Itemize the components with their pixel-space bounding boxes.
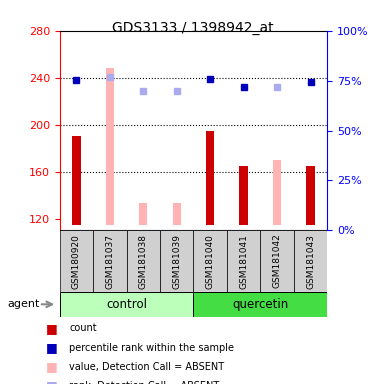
Text: GSM180920: GSM180920 — [72, 234, 81, 288]
Bar — [172, 204, 181, 225]
Text: GSM181043: GSM181043 — [306, 234, 315, 288]
Bar — [60, 292, 193, 317]
Bar — [93, 230, 127, 292]
Bar — [127, 230, 160, 292]
Bar — [193, 292, 327, 317]
Text: ■: ■ — [46, 360, 58, 373]
Text: value, Detection Call = ABSENT: value, Detection Call = ABSENT — [69, 362, 224, 372]
Text: control: control — [106, 298, 147, 311]
Text: GSM181042: GSM181042 — [273, 234, 281, 288]
Text: ■: ■ — [46, 322, 58, 335]
Bar — [105, 68, 114, 225]
Bar — [239, 166, 248, 225]
Text: GSM181041: GSM181041 — [239, 234, 248, 288]
Text: count: count — [69, 323, 97, 333]
Bar — [227, 230, 260, 292]
Bar — [294, 230, 327, 292]
Bar — [160, 230, 194, 292]
Bar — [193, 230, 227, 292]
Bar — [260, 230, 294, 292]
Bar — [139, 204, 147, 225]
Text: GSM181038: GSM181038 — [139, 233, 148, 289]
Bar — [273, 160, 281, 225]
Text: GDS3133 / 1398942_at: GDS3133 / 1398942_at — [112, 21, 273, 35]
Text: percentile rank within the sample: percentile rank within the sample — [69, 343, 234, 353]
Text: ■: ■ — [46, 379, 58, 384]
Bar — [60, 230, 93, 292]
Bar — [72, 136, 80, 225]
Text: GSM181037: GSM181037 — [105, 233, 114, 289]
Text: rank, Detection Call = ABSENT: rank, Detection Call = ABSENT — [69, 381, 219, 384]
Text: agent: agent — [8, 299, 40, 310]
Text: GSM181040: GSM181040 — [206, 234, 215, 288]
Bar — [206, 131, 214, 225]
Text: quercetin: quercetin — [232, 298, 288, 311]
Bar — [306, 166, 315, 225]
Text: ■: ■ — [46, 341, 58, 354]
Text: GSM181039: GSM181039 — [172, 233, 181, 289]
